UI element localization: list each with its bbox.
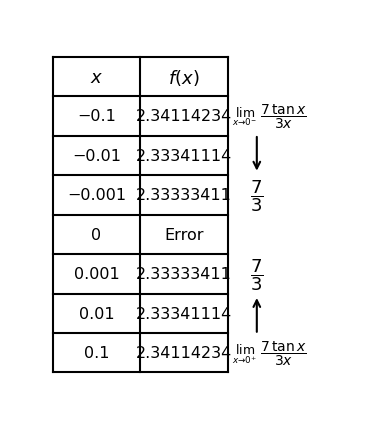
Text: $x$: $x$ (90, 69, 103, 86)
Text: $\dfrac{7}{3}$: $\dfrac{7}{3}$ (250, 178, 264, 213)
Text: −0.01: −0.01 (72, 149, 121, 164)
Text: −0.1: −0.1 (77, 109, 116, 124)
Text: 0.01: 0.01 (79, 306, 114, 321)
Text: $\lim_{x \to 0^+}$: $\lim_{x \to 0^+}$ (232, 341, 257, 365)
Text: $\lim_{x \to 0^-}$: $\lim_{x \to 0^-}$ (232, 105, 257, 128)
Text: $\dfrac{7\,\tan x}{3x}$: $\dfrac{7\,\tan x}{3x}$ (260, 103, 306, 131)
Text: 2.33341114: 2.33341114 (136, 306, 232, 321)
Text: $\dfrac{7\,\tan x}{3x}$: $\dfrac{7\,\tan x}{3x}$ (260, 339, 306, 367)
Text: 2.34114234: 2.34114234 (136, 109, 232, 124)
Text: $\dfrac{7}{3}$: $\dfrac{7}{3}$ (250, 256, 264, 292)
Text: 0: 0 (91, 227, 102, 242)
Text: $f(x)$: $f(x)$ (168, 67, 200, 87)
Text: 2.33333411: 2.33333411 (136, 188, 232, 203)
Text: −0.001: −0.001 (67, 188, 126, 203)
Text: 2.34114234: 2.34114234 (136, 345, 232, 360)
Text: 2.33341114: 2.33341114 (136, 149, 232, 164)
Text: Error: Error (164, 227, 204, 242)
Text: 0.001: 0.001 (74, 267, 120, 282)
Text: 2.33333411: 2.33333411 (136, 267, 232, 282)
Text: 0.1: 0.1 (84, 345, 109, 360)
